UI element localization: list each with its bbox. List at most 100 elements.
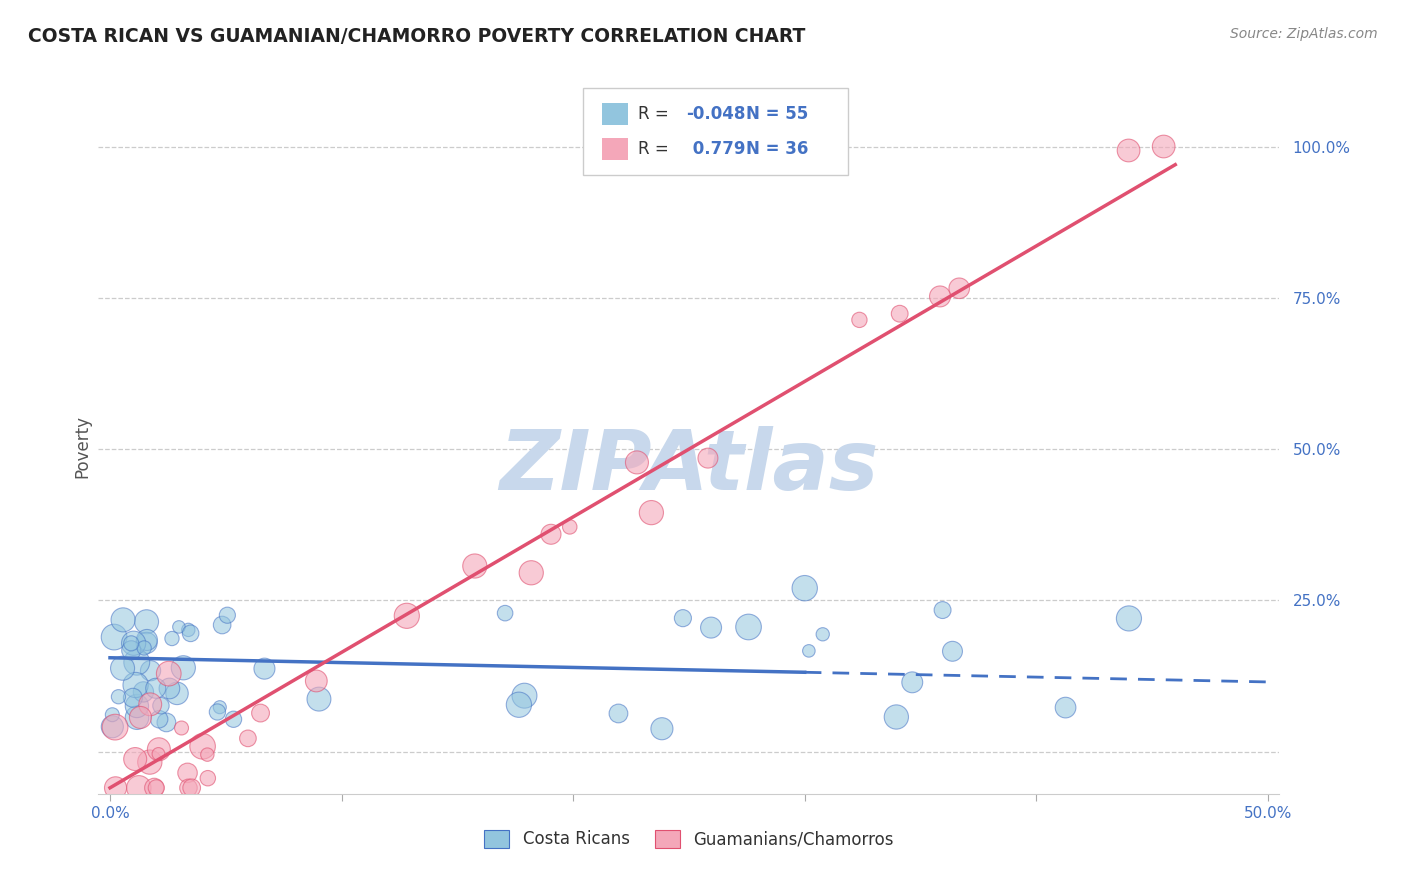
Point — [139, 755, 162, 769]
Point — [540, 527, 562, 541]
Point — [180, 626, 202, 640]
Point — [122, 636, 145, 650]
Point — [139, 698, 162, 712]
Point — [848, 313, 870, 327]
Point — [160, 632, 183, 646]
Point — [948, 281, 970, 295]
Text: R =: R = — [638, 105, 673, 123]
Point — [149, 698, 172, 713]
Point — [111, 661, 134, 675]
Point — [145, 780, 167, 795]
Point — [129, 710, 152, 724]
Point — [626, 455, 648, 469]
Point — [520, 566, 543, 580]
Point — [886, 710, 908, 724]
Point — [672, 611, 695, 625]
Point — [1118, 611, 1140, 625]
Point — [217, 608, 239, 623]
Text: 0.779: 0.779 — [686, 140, 745, 158]
Point — [697, 451, 720, 466]
Point — [464, 559, 486, 574]
Point — [148, 747, 170, 761]
Point — [104, 720, 127, 734]
Point — [211, 618, 233, 632]
Point — [1118, 144, 1140, 158]
Point — [222, 712, 245, 726]
Text: R =: R = — [638, 140, 673, 158]
Point — [135, 636, 157, 650]
Point — [125, 711, 148, 725]
Point — [737, 620, 759, 634]
Point — [208, 700, 231, 714]
Point — [700, 621, 723, 635]
Point — [167, 620, 190, 634]
Text: Source: ZipAtlas.com: Source: ZipAtlas.com — [1230, 27, 1378, 41]
Point — [170, 721, 193, 735]
Point — [207, 705, 229, 719]
FancyBboxPatch shape — [602, 103, 627, 125]
Point — [101, 720, 124, 734]
Point — [112, 613, 135, 627]
Text: N = 36: N = 36 — [745, 140, 808, 158]
Point — [143, 780, 166, 795]
Point — [155, 715, 177, 730]
Point — [101, 707, 124, 722]
Point — [125, 655, 148, 669]
Point — [236, 731, 259, 746]
Point — [128, 780, 150, 795]
Point — [931, 603, 953, 617]
Point — [107, 690, 129, 704]
Text: COSTA RICAN VS GUAMANIAN/CHAMORRO POVERTY CORRELATION CHART: COSTA RICAN VS GUAMANIAN/CHAMORRO POVERT… — [28, 27, 806, 45]
Point — [797, 644, 820, 658]
Point — [1153, 139, 1175, 153]
Point — [157, 681, 180, 696]
Point — [134, 640, 156, 655]
Point — [929, 289, 952, 303]
Point — [120, 636, 142, 650]
Y-axis label: Poverty: Poverty — [73, 415, 91, 477]
Point — [172, 661, 194, 675]
Point — [135, 632, 157, 647]
Point — [305, 673, 328, 688]
Point — [651, 722, 673, 736]
Point — [103, 630, 125, 644]
Point — [811, 627, 834, 641]
Point — [180, 780, 202, 795]
Point — [558, 520, 581, 534]
Point — [122, 690, 145, 705]
Text: N = 55: N = 55 — [745, 105, 808, 123]
Point — [135, 615, 157, 629]
Point — [104, 780, 127, 795]
Point — [513, 689, 536, 703]
Point — [124, 678, 146, 692]
Text: ZIPAtlas: ZIPAtlas — [499, 426, 879, 508]
Point — [901, 675, 924, 690]
Point — [889, 307, 911, 321]
Point — [941, 644, 963, 658]
FancyBboxPatch shape — [582, 87, 848, 175]
Point — [508, 698, 530, 712]
Point — [640, 506, 662, 520]
Point — [793, 581, 815, 595]
Point — [249, 706, 271, 720]
Point — [308, 692, 330, 706]
Text: -0.048: -0.048 — [686, 105, 747, 123]
Point — [1054, 700, 1077, 714]
Point — [124, 752, 146, 766]
Point — [125, 698, 148, 713]
Point — [395, 608, 418, 623]
Point — [132, 685, 155, 699]
Point — [166, 686, 188, 700]
Point — [148, 712, 170, 726]
Point — [195, 747, 218, 762]
Point — [191, 739, 214, 754]
Point — [120, 643, 142, 657]
Point — [148, 742, 170, 756]
FancyBboxPatch shape — [602, 137, 627, 160]
Point — [139, 664, 162, 678]
Point — [177, 623, 200, 637]
Point — [157, 666, 180, 681]
Point — [176, 765, 198, 780]
Point — [177, 780, 200, 795]
Legend: Costa Ricans, Guamanians/Chamorros: Costa Ricans, Guamanians/Chamorros — [478, 823, 900, 855]
